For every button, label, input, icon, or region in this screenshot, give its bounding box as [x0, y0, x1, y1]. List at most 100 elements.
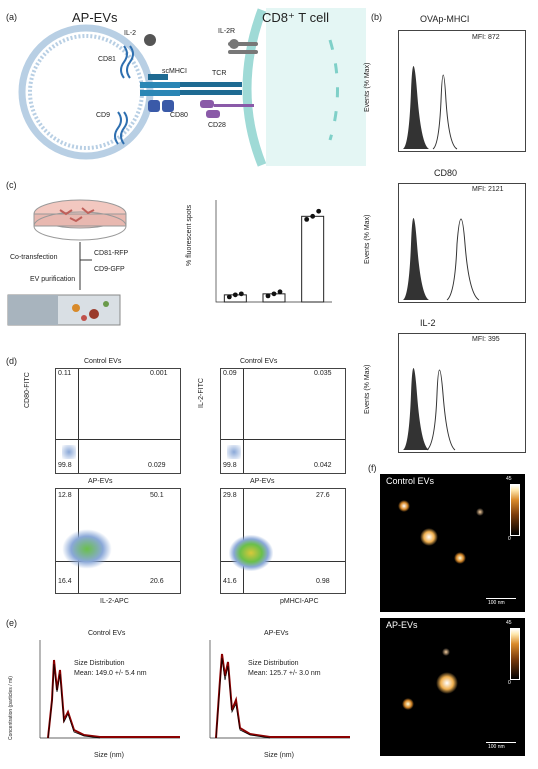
- scmhci-complex: [140, 74, 180, 96]
- flow-ylabel-left: CD80-FITC: [24, 372, 31, 408]
- ap-evs-title: AP-EVs: [72, 10, 118, 25]
- q3-ur: 50.1: [150, 492, 164, 499]
- afm-scalebar-control: [486, 598, 516, 599]
- t-cell-body: [266, 8, 366, 166]
- data-point: [271, 291, 277, 297]
- transfection-schematic: [7, 199, 127, 326]
- cd8-tcell-title: CD8⁺ T cell: [262, 10, 330, 25]
- q1-lr: 0.029: [148, 462, 166, 469]
- tcr-complex: [180, 82, 242, 95]
- hist-mfi-ovap: MFI: 872: [472, 34, 500, 41]
- cd9gfp-label: CD9-GFP: [94, 266, 125, 273]
- flow-title-1: Control EVs: [84, 358, 122, 365]
- flow-xlabel-right: pMHCI-APC: [280, 598, 319, 605]
- afm-scale-ap: 100 nm: [488, 744, 505, 750]
- cd80-label: CD80: [170, 112, 188, 119]
- cd28-label: CD28: [208, 122, 226, 129]
- nta-plot-control: [39, 640, 180, 739]
- flow-title-4: AP-EVs: [250, 478, 275, 485]
- nta-plot-ap: [209, 640, 350, 739]
- hist-mfi-il2: MFI: 395: [472, 336, 500, 343]
- nta-ylabel: Concentration (particles / ml): [8, 676, 14, 740]
- panel-label-e: (e): [6, 618, 17, 628]
- q3-ul: 12.8: [58, 492, 72, 499]
- afm-title-ap: AP-EVs: [386, 620, 418, 630]
- q1-ll: 99.8: [58, 462, 72, 469]
- panel-label-f: (f): [368, 463, 377, 473]
- hist-title-cd80: CD80: [434, 168, 458, 178]
- panel-label-d: (d): [6, 356, 17, 366]
- afm-image-control: [380, 474, 525, 612]
- bar-axis: [215, 200, 332, 303]
- hist-mfi-cd80: MFI: 2121: [472, 186, 504, 193]
- data-point: [232, 292, 238, 298]
- tcr-label: TCR: [212, 70, 227, 77]
- nta-dist-ap: Size Distribution: [248, 660, 299, 667]
- q4-ul: 29.8: [223, 492, 237, 499]
- cd80-protein: [148, 100, 174, 112]
- nta-xlabel-ap: Size (nm): [264, 752, 294, 759]
- ev-purification-label: EV purification: [30, 276, 76, 283]
- flow-plot-ap-right: [220, 488, 346, 594]
- cd81-protein: [120, 45, 134, 79]
- t-cell-membrane: [242, 8, 267, 167]
- isotype-histogram: [403, 66, 429, 149]
- afm-cbmin-ap: 0: [508, 680, 511, 686]
- bar-ylabel: % fluorescent spots: [186, 204, 193, 266]
- afm-cbmax-control: 45: [506, 476, 512, 482]
- scmhci-label: scMHCI: [162, 68, 187, 75]
- cotransfection-label: Co-transfection: [10, 254, 58, 261]
- histogram-cd80: [398, 183, 526, 303]
- flow-title-2: Control EVs: [240, 358, 278, 365]
- data-point: [277, 289, 283, 295]
- q2-ur: 0.035: [314, 370, 332, 377]
- data-point: [316, 208, 322, 214]
- flow-plot-control-left: [55, 368, 181, 474]
- il2r-label: IL-2R: [218, 28, 236, 35]
- il2-label: IL-2: [124, 30, 137, 37]
- hist-ylabel-2: Events (% Max): [364, 214, 371, 264]
- hist-title-ovap: OVAp-MHCI: [420, 14, 470, 24]
- flow-plot-ap-left: [55, 488, 181, 594]
- cd28-protein: [200, 100, 254, 118]
- panel-label-a: (a): [6, 12, 17, 22]
- q1-ur: 0.001: [150, 370, 168, 377]
- nta-xlabel-control: Size (nm): [94, 752, 124, 759]
- q4-lr: 0.98: [316, 578, 330, 585]
- q3-lr: 20.6: [150, 578, 164, 585]
- panel-label-c: (c): [6, 180, 17, 190]
- q2-lr: 0.042: [314, 462, 332, 469]
- bar: [301, 215, 325, 303]
- flow-plot-control-right: [220, 368, 346, 474]
- data-point: [238, 291, 244, 297]
- afm-cbmax-ap: 45: [506, 620, 512, 626]
- histogram-il2: [398, 333, 526, 453]
- cd9-protein: [114, 111, 128, 145]
- nta-dist-control: Size Distribution: [74, 660, 125, 667]
- afm-scale-control: 100 nm: [488, 600, 505, 606]
- hist-ylabel-3: Events (% Max): [364, 364, 371, 414]
- cd81rfp-label: CD81-RFP: [94, 250, 129, 257]
- afm-colorbar-ap: [510, 628, 520, 680]
- q4-ur: 27.6: [316, 492, 330, 499]
- nta-title-control: Control EVs: [88, 630, 126, 637]
- hist-ylabel-1: Events (% Max): [364, 62, 371, 112]
- cd81-label: CD81: [98, 56, 116, 63]
- q2-ll: 99.8: [223, 462, 237, 469]
- q2-ul: 0.09: [223, 370, 237, 377]
- q4-ll: 41.6: [223, 578, 237, 585]
- data-point: [265, 293, 271, 299]
- afm-image-ap: [380, 618, 525, 756]
- afm-title-control: Control EVs: [386, 476, 435, 486]
- histogram-ovap: [398, 30, 526, 152]
- data-point: [310, 213, 316, 219]
- nta-mean-ap: Mean: 125.7 +/- 3.0 nm: [248, 670, 321, 677]
- nta-mean-control: Mean: 149.0 +/- 5.4 nm: [74, 670, 147, 677]
- nta-title-ap: AP-EVs: [264, 630, 289, 637]
- schematic-diagram: [18, 8, 366, 167]
- flow-ylabel-right: IL-2-FITC: [198, 378, 205, 408]
- bar-chart: [215, 200, 332, 303]
- hist-title-il2: IL-2: [420, 318, 436, 328]
- afm-cbmin-control: 0: [508, 536, 511, 542]
- il2-molecule: [144, 34, 156, 46]
